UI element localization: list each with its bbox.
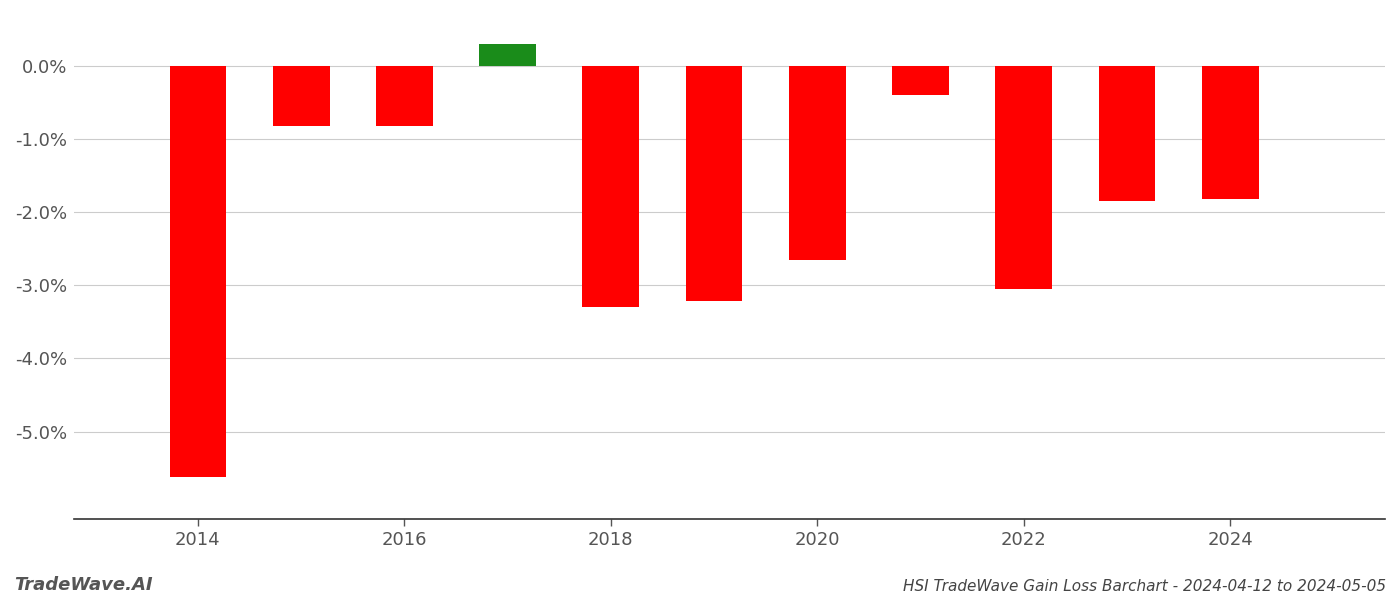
Bar (1201, 66, 1259, 199)
Text: TradeWave.AI: TradeWave.AI (14, 576, 153, 594)
Bar (377, 66, 433, 126)
Bar (995, 66, 1053, 289)
Bar (582, 66, 640, 307)
Bar (686, 66, 742, 301)
Bar (1099, 66, 1155, 202)
Bar (273, 66, 329, 126)
Bar (892, 66, 949, 95)
Text: HSI TradeWave Gain Loss Barchart - 2024-04-12 to 2024-05-05: HSI TradeWave Gain Loss Barchart - 2024-… (903, 579, 1386, 594)
Bar (479, 44, 536, 66)
Bar (788, 66, 846, 260)
Bar (169, 66, 227, 477)
